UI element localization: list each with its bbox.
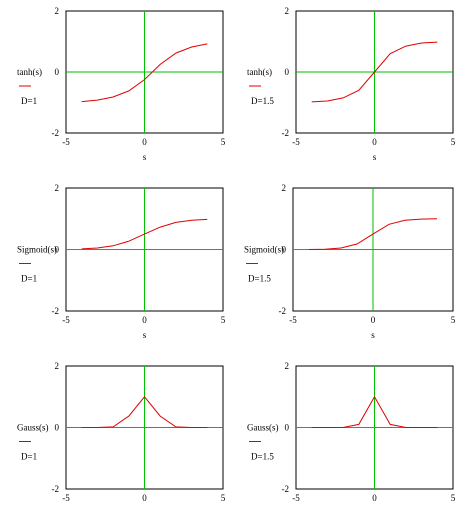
x-tick-label: -5 [62, 493, 70, 503]
curve-line [81, 396, 208, 428]
y-tick-label: 0 [55, 423, 60, 433]
x-tick-label: 0 [142, 137, 147, 147]
function-label: tanh(s) [247, 67, 272, 77]
y-tick-label: -2 [52, 128, 60, 138]
curve-line [311, 41, 438, 103]
parameter-label: D=1 [21, 274, 37, 284]
curve-line [81, 218, 208, 250]
x-tick-label: 0 [371, 315, 376, 325]
x-tick-label: -5 [62, 137, 70, 147]
plot-panel-5: 2 0 -2-5 0 5 Gauss(s) D=1 [17, 361, 226, 503]
x-tick-label: 5 [451, 315, 456, 325]
x-axis-label: s [373, 152, 377, 162]
plot-panel-4: 2 0 -2-5 0 5 s Sigmoid(s) D=1.5 [244, 183, 456, 340]
function-label: tanh(s) [17, 67, 42, 77]
x-tick-label: 5 [451, 137, 456, 147]
y-tick-label: 2 [55, 361, 60, 371]
parameter-label: D=1.5 [251, 452, 274, 462]
parameter-label: D=1.5 [251, 96, 274, 106]
x-tick-label: -5 [62, 315, 70, 325]
x-tick-label: -5 [292, 493, 300, 503]
plot-panel-6: 2 0 -2-5 0 5 Gauss(s) D=1.5 [247, 361, 456, 503]
function-label: Sigmoid(s) [244, 245, 284, 255]
y-tick-label: 0 [285, 67, 290, 77]
x-tick-label: 0 [372, 493, 377, 503]
x-tick-label: 5 [221, 315, 226, 325]
y-tick-label: 0 [55, 67, 60, 77]
x-tick-label: 5 [221, 137, 226, 147]
x-tick-label: -5 [289, 315, 297, 325]
x-tick-label: 0 [142, 315, 147, 325]
function-label: Gauss(s) [247, 423, 279, 433]
function-label: Gauss(s) [17, 423, 49, 433]
x-tick-label: 5 [221, 493, 226, 503]
parameter-label: D=1.5 [248, 274, 271, 284]
y-tick-label: 2 [282, 183, 287, 193]
y-tick-label: -2 [52, 306, 60, 316]
plot-panel-3: 2 0 -2-5 0 5 s Sigmoid(s) D=1 [17, 183, 226, 340]
curve-line [81, 43, 208, 103]
function-label: Sigmoid(s) [17, 245, 57, 255]
x-tick-label: 0 [142, 493, 147, 503]
y-tick-label: 2 [55, 6, 60, 16]
y-tick-label: -2 [52, 484, 60, 494]
y-tick-label: 0 [282, 245, 287, 255]
x-tick-label: -5 [292, 137, 300, 147]
y-tick-label: -2 [282, 128, 290, 138]
x-axis-label: s [371, 330, 375, 340]
x-tick-label: 5 [451, 493, 456, 503]
parameter-label: D=1 [21, 96, 37, 106]
x-axis-label: s [143, 152, 147, 162]
plot-panel-1: 2 0 -2-5 0 5 s tanh(s) D=1 [17, 6, 226, 162]
y-tick-label: 2 [285, 6, 290, 16]
y-tick-label: 0 [285, 423, 290, 433]
y-tick-label: -2 [282, 484, 290, 494]
x-axis-label: s [143, 330, 147, 340]
y-tick-label: 2 [285, 361, 290, 371]
y-tick-label: 0 [55, 245, 60, 255]
curve-line [311, 395, 438, 428]
parameter-label: D=1 [21, 452, 37, 462]
y-tick-label: 2 [55, 183, 60, 193]
y-tick-label: -2 [279, 306, 287, 316]
x-tick-label: 0 [372, 137, 377, 147]
plot-panel-2: 2 0 -2-5 0 5 s tanh(s) D=1.5 [247, 6, 456, 162]
curve-line [308, 218, 438, 250]
